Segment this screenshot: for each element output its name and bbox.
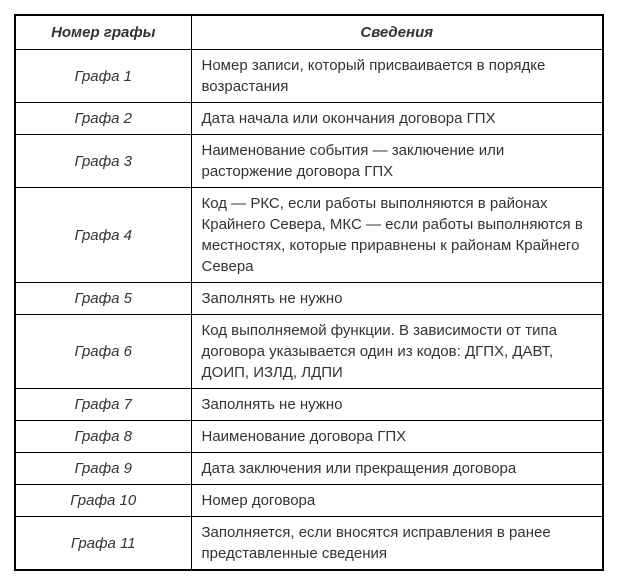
grafa-number-cell: Графа 3	[14, 134, 192, 188]
grafa-number-cell: Графа 10	[14, 484, 192, 517]
grafa-number-cell: Графа 6	[14, 314, 192, 389]
grafa-info-cell: Код выполняемой функции. В зависимости о…	[190, 314, 604, 389]
grafa-info-cell: Дата начала или окончания договора ГПХ	[190, 102, 604, 135]
grafa-number-cell: Графа 5	[14, 282, 192, 315]
grafa-number-cell: Графа 4	[14, 187, 192, 283]
grafa-info-cell: Заполнять не нужно	[190, 388, 604, 421]
grafa-number-cell: Графа 9	[14, 452, 192, 485]
table-row: Графа 10 Номер договора	[14, 484, 604, 517]
table-header-row: Номер графы Сведения	[14, 14, 604, 50]
grafa-number-cell: Графа 8	[14, 420, 192, 453]
grafa-info-cell: Номер договора	[190, 484, 604, 517]
grafy-table: Номер графы Сведения Графа 1 Номер запис…	[14, 14, 604, 571]
table-row: Графа 11 Заполняется, если вносятся испр…	[14, 516, 604, 571]
grafa-number-cell: Графа 7	[14, 388, 192, 421]
grafa-info-cell: Наименование договора ГПХ	[190, 420, 604, 453]
table-row: Графа 3 Наименование события — заключени…	[14, 134, 604, 188]
table-row: Графа 8 Наименование договора ГПХ	[14, 420, 604, 453]
table-row: Графа 4 Код — РКС, если работы выполняют…	[14, 187, 604, 283]
column-header-svedeniya: Сведения	[190, 14, 604, 50]
grafa-info-cell: Номер записи, который присваивается в по…	[190, 49, 604, 103]
grafa-info-cell: Наименование события — заключение или ра…	[190, 134, 604, 188]
table-row: Графа 6 Код выполняемой функции. В завис…	[14, 314, 604, 389]
column-header-grafa-number: Номер графы	[14, 14, 192, 50]
grafa-info-cell: Заполняется, если вносятся исправления в…	[190, 516, 604, 571]
table-row: Графа 9 Дата заключения или прекращения …	[14, 452, 604, 485]
grafa-number-cell: Графа 1	[14, 49, 192, 103]
table-row: Графа 5 Заполнять не нужно	[14, 282, 604, 315]
table-row: Графа 7 Заполнять не нужно	[14, 388, 604, 421]
grafa-info-cell: Дата заключения или прекращения договора	[190, 452, 604, 485]
grafa-info-cell: Заполнять не нужно	[190, 282, 604, 315]
grafa-info-cell: Код — РКС, если работы выполняются в рай…	[190, 187, 604, 283]
grafa-number-cell: Графа 2	[14, 102, 192, 135]
table-row: Графа 2 Дата начала или окончания догово…	[14, 102, 604, 135]
grafa-number-cell: Графа 11	[14, 516, 192, 571]
table-row: Графа 1 Номер записи, который присваивае…	[14, 49, 604, 103]
